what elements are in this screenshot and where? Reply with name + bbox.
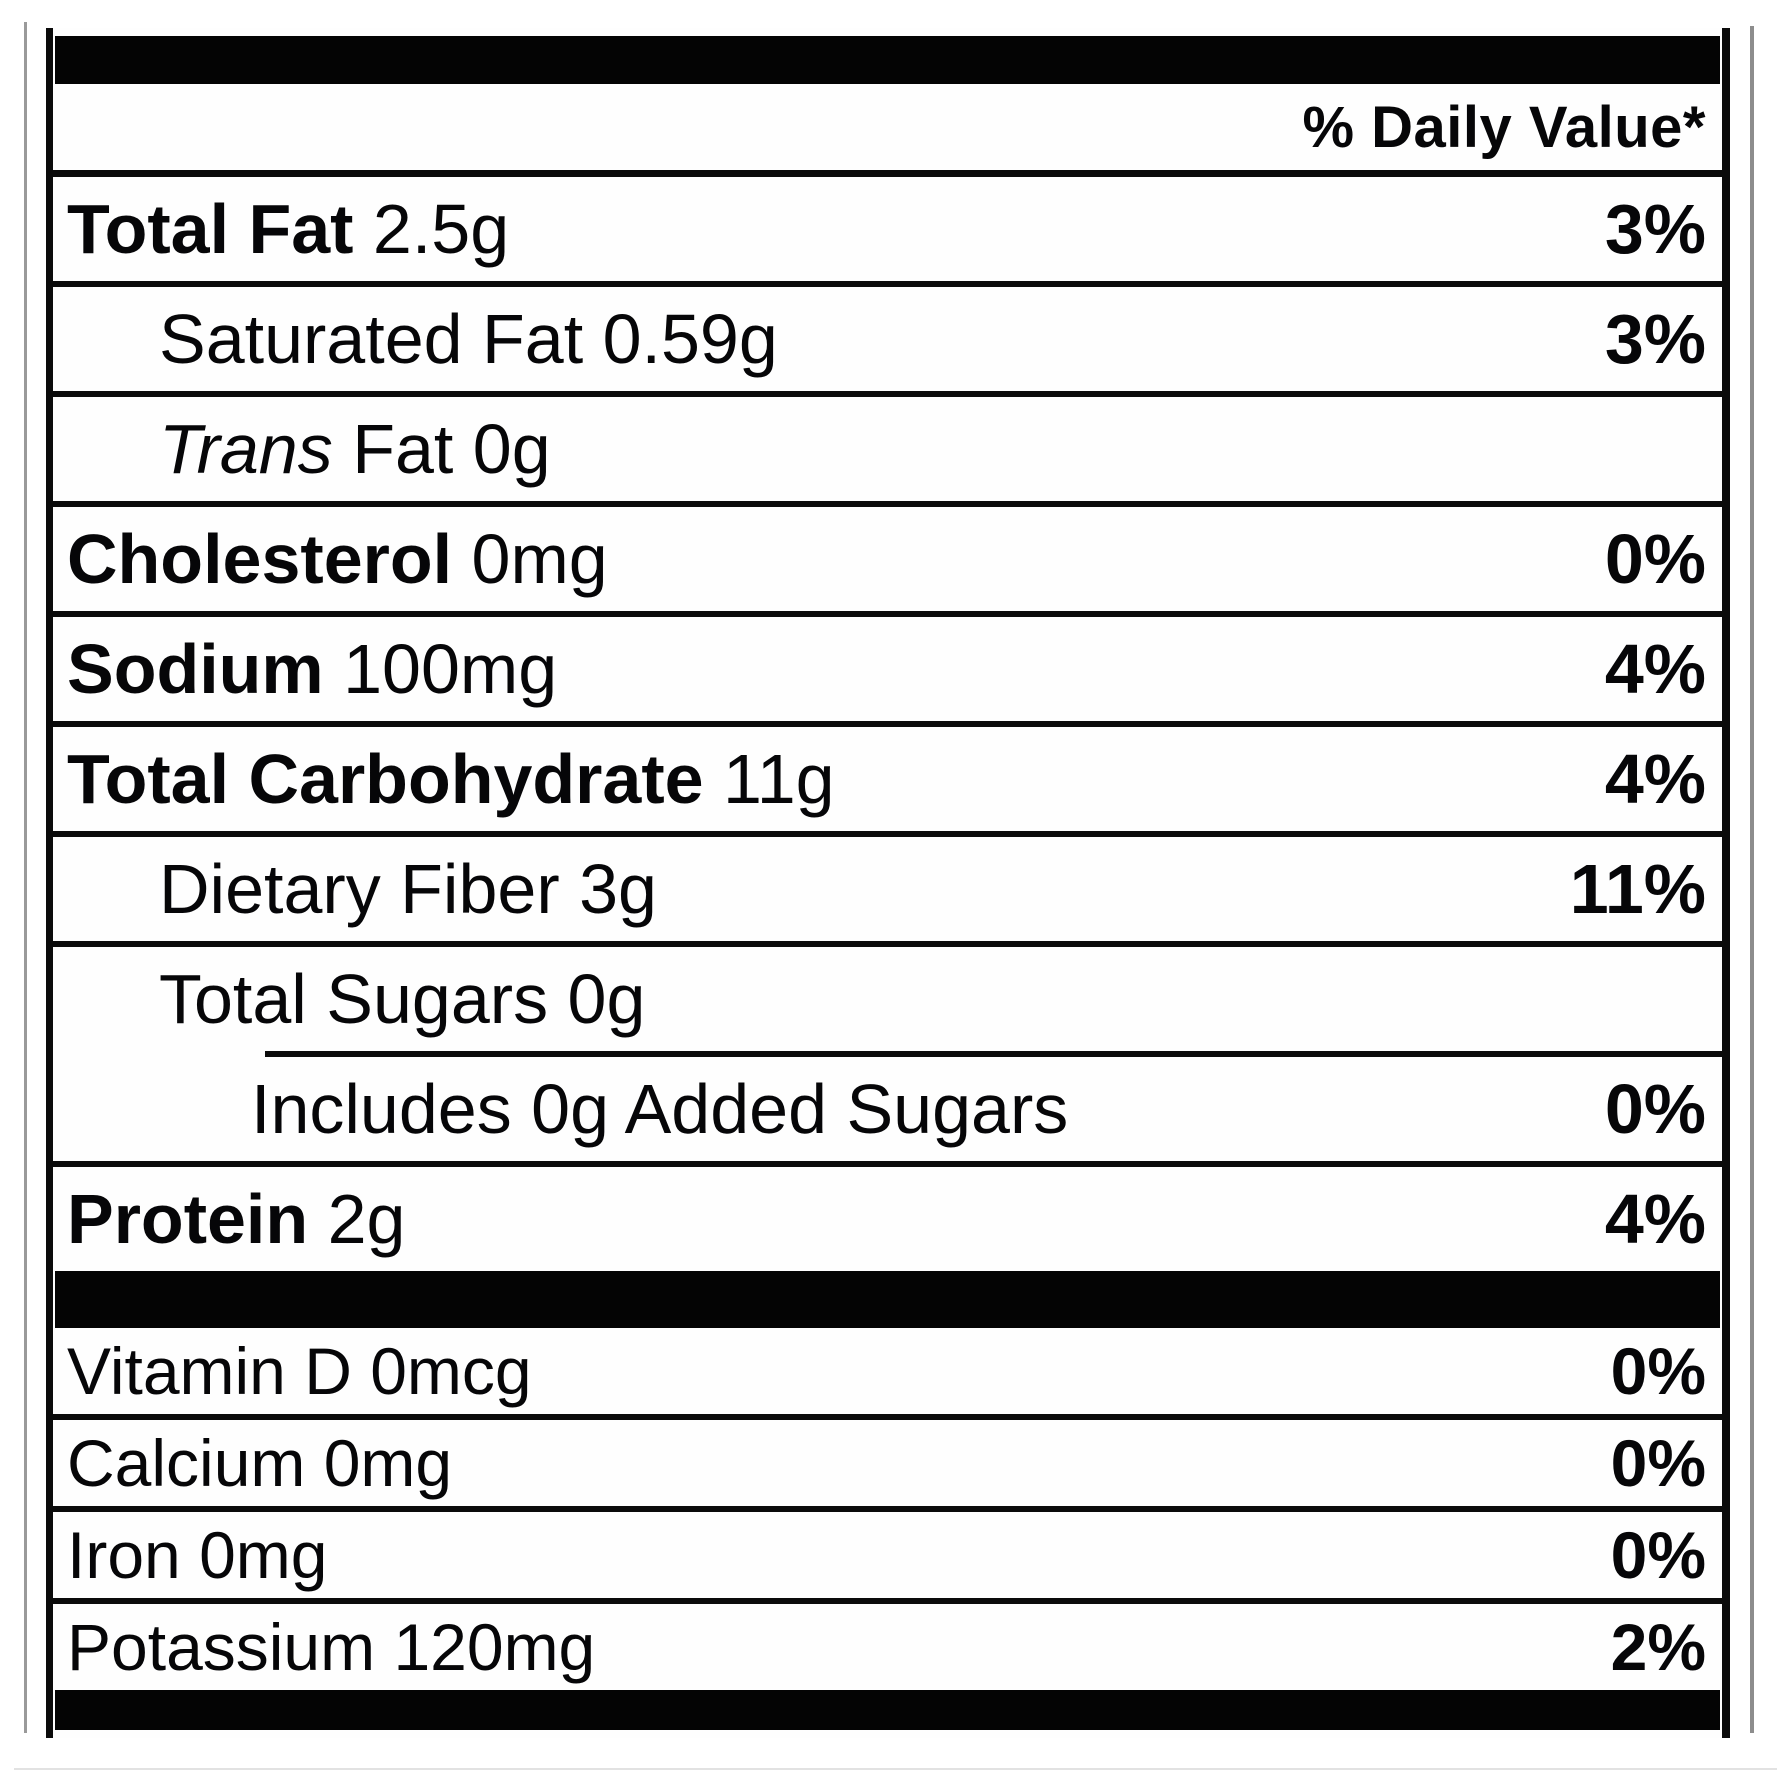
daily-value-percent: 0% [1604, 520, 1706, 598]
nutrient-text-segment: 100mg [323, 630, 558, 708]
divider-line [53, 1161, 1722, 1167]
top-separator-bar [55, 36, 1720, 84]
nutrient-text-segment: Vitamin D 0mcg [67, 1334, 532, 1408]
nutrient-name-amount: Includes 0g Added Sugars [251, 1069, 1068, 1149]
divider-line [53, 281, 1722, 287]
daily-value-percent: 2% [1610, 1610, 1706, 1684]
nutrient-text-segment: Dietary Fiber 3g [159, 850, 657, 928]
divider-line [53, 1506, 1722, 1512]
page-edge-line-bottom [14, 1768, 1777, 1770]
nutrient-text-segment: Potassium 120mg [67, 1610, 596, 1684]
nutrient-row: Trans Fat 0g [53, 397, 1722, 501]
nutrition-facts-label: % Daily Value* Total Fat 2.5g 3% Saturated… [46, 28, 1730, 1738]
divider-line [53, 501, 1722, 507]
divider-line [53, 611, 1722, 617]
divider-line [53, 170, 1722, 177]
nutrient-row: Includes 0g Added Sugars 0% [53, 1057, 1722, 1161]
separator-bar [55, 1690, 1720, 1730]
divider-line [53, 831, 1722, 837]
nutrient-text-segment: 11g [703, 740, 835, 818]
divider-line [53, 941, 1722, 947]
separator-bar [55, 1271, 1720, 1328]
daily-value-percent: 3% [1604, 300, 1706, 378]
divider-line [53, 721, 1722, 727]
nutrient-row: Vitamin D 0mcg 0% [53, 1328, 1722, 1414]
daily-value-percent: 4% [1604, 740, 1706, 818]
nutrient-row: Cholesterol 0mg 0% [53, 507, 1722, 611]
nutrient-text-segment: Total Fat [67, 190, 354, 268]
daily-value-percent: 0% [1610, 1518, 1706, 1592]
nutrient-name-amount: Potassium 120mg [67, 1609, 595, 1685]
nutrient-name-amount: Vitamin D 0mcg [67, 1333, 532, 1409]
nutrient-text-segment: Saturated Fat 0.59g [159, 300, 778, 378]
nutrient-row: Saturated Fat 0.59g 3% [53, 287, 1722, 391]
nutrient-row: Total Fat 2.5g 3% [53, 177, 1722, 281]
nutrient-text-segment: Protein [67, 1180, 309, 1258]
daily-value-percent: 4% [1604, 630, 1706, 708]
nutrient-name-amount: Sodium 100mg [67, 629, 557, 709]
nutrient-row: Calcium 0mg 0% [53, 1420, 1722, 1506]
nutrient-text-segment: Trans [159, 410, 333, 488]
nutrient-row: Potassium 120mg 2% [53, 1604, 1722, 1690]
nutrient-text-segment: 2g [308, 1180, 406, 1258]
nutrient-text-segment: Fat 0g [332, 410, 551, 488]
page-edge-line-left [24, 22, 27, 1733]
nutrient-name-amount: Total Fat 2.5g [67, 189, 509, 269]
nutrient-row: Protein 2g 4% [53, 1167, 1722, 1271]
nutrient-name-amount: Total Carbohydrate 11g [67, 739, 835, 819]
daily-value-header-row: % Daily Value* [53, 84, 1722, 170]
nutrient-name-amount: Iron 0mg [67, 1517, 327, 1593]
nutrient-text-segment: Cholesterol [67, 520, 453, 598]
nutrient-row: Dietary Fiber 3g 11% [53, 837, 1722, 941]
nutrient-text-segment: Iron 0mg [67, 1518, 328, 1592]
divider-line [53, 391, 1722, 397]
nutrient-text-segment: Includes 0g Added Sugars [251, 1070, 1069, 1148]
daily-value-percent: 0% [1610, 1334, 1706, 1408]
nutrition-rows: Total Fat 2.5g 3% Saturated Fat 0.59g 3% Tra… [53, 177, 1722, 1730]
nutrient-text-segment: Calcium 0mg [67, 1426, 453, 1500]
nutrient-name-amount: Protein 2g [67, 1179, 405, 1259]
nutrient-text-segment: Total Sugars 0g [159, 960, 646, 1038]
nutrient-text-segment: Total Carbohydrate [67, 740, 704, 818]
daily-value-percent: 4% [1604, 1180, 1706, 1258]
nutrient-text-segment: 2.5g [353, 190, 510, 268]
nutrient-name-amount: Saturated Fat 0.59g [159, 299, 778, 379]
daily-value-percent: 3% [1604, 190, 1706, 268]
daily-value-percent: 0% [1610, 1426, 1706, 1500]
daily-value-header: % Daily Value* [1302, 94, 1706, 160]
divider-line [53, 1598, 1722, 1604]
nutrient-name-amount: Trans Fat 0g [159, 409, 551, 489]
daily-value-percent: 0% [1604, 1070, 1706, 1148]
divider-line [265, 1051, 1722, 1057]
divider-line [53, 1414, 1722, 1420]
nutrient-name-amount: Calcium 0mg [67, 1425, 452, 1501]
daily-value-percent: 11% [1569, 850, 1706, 928]
nutrient-name-amount: Dietary Fiber 3g [159, 849, 657, 929]
nutrient-row: Iron 0mg 0% [53, 1512, 1722, 1598]
nutrient-row: Total Sugars 0g [53, 947, 1722, 1051]
nutrient-text-segment: Sodium [67, 630, 324, 708]
page-edge-line-right [1750, 26, 1754, 1733]
nutrient-row: Total Carbohydrate 11g 4% [53, 727, 1722, 831]
nutrient-row: Sodium 100mg 4% [53, 617, 1722, 721]
nutrient-name-amount: Total Sugars 0g [159, 959, 645, 1039]
nutrient-name-amount: Cholesterol 0mg [67, 519, 608, 599]
nutrient-text-segment: 0mg [452, 520, 608, 598]
